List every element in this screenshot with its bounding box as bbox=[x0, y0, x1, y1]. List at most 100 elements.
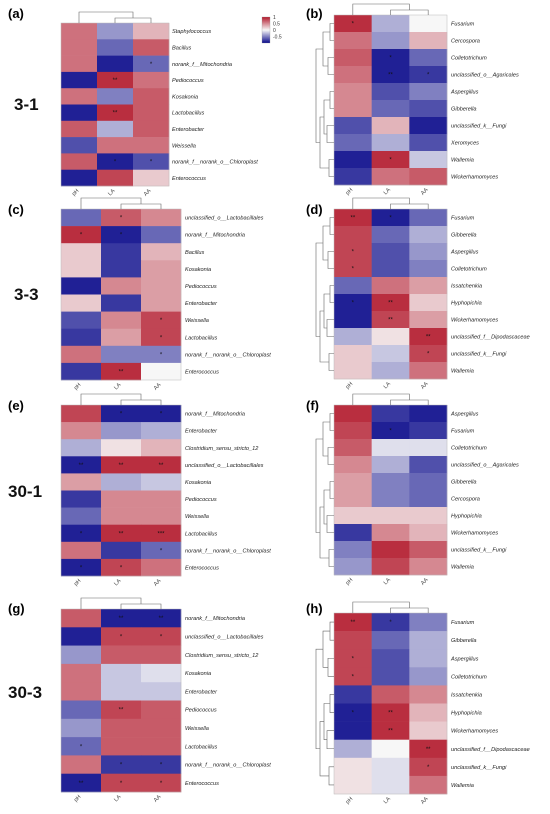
row-dendrogram bbox=[315, 413, 334, 567]
heatmap-cell bbox=[61, 243, 102, 261]
column-label: AA bbox=[153, 794, 163, 804]
panel-letter: (c) bbox=[8, 202, 24, 217]
heatmap-cell bbox=[101, 345, 142, 364]
heatmap-cell bbox=[334, 294, 372, 312]
heatmap-cell bbox=[141, 311, 182, 329]
heatmap-cell bbox=[133, 153, 170, 170]
significance-mark: ** bbox=[119, 369, 124, 375]
heatmap-cell bbox=[133, 39, 170, 56]
heatmap-cell bbox=[141, 226, 182, 244]
heatmap-cell bbox=[97, 137, 134, 154]
heatmap-cell bbox=[97, 153, 134, 170]
row-label: Gibberella bbox=[451, 233, 477, 239]
heatmap-cell bbox=[334, 209, 372, 227]
significance-mark: ** bbox=[388, 318, 393, 324]
heatmap-cell bbox=[101, 524, 142, 543]
row-label: Fusarium bbox=[451, 22, 475, 28]
heatmap-cell bbox=[141, 405, 182, 423]
heatmap-cell bbox=[141, 755, 182, 774]
row-label: Wickerhamomyces bbox=[451, 531, 498, 537]
row-label: Issatchenkia bbox=[451, 692, 482, 698]
heatmap-cell bbox=[409, 49, 448, 67]
panel-letter: (e) bbox=[8, 398, 24, 413]
heatmap-cell bbox=[61, 700, 102, 720]
heatmap-cell bbox=[371, 328, 410, 346]
column-label: AA bbox=[420, 796, 430, 806]
heatmap-cell bbox=[61, 627, 102, 646]
heatmap-cell bbox=[61, 260, 102, 278]
heatmap-cell bbox=[97, 104, 134, 122]
significance-mark: * bbox=[160, 318, 163, 324]
row-label: Wickerhamomyces bbox=[451, 729, 498, 735]
significance-mark: * bbox=[389, 620, 392, 626]
column-label: AA bbox=[153, 578, 163, 588]
heatmap-cell bbox=[334, 151, 372, 169]
heatmap-cell bbox=[97, 169, 134, 187]
row-label: Enterococcus bbox=[185, 565, 219, 571]
row-label: unclassified_o__Lactobacillales bbox=[185, 463, 264, 469]
heatmap-cell bbox=[409, 66, 448, 84]
heatmap-cell bbox=[371, 685, 410, 704]
heatmap-cell bbox=[61, 120, 98, 138]
significance-mark: * bbox=[120, 412, 123, 418]
row-label: Colletotrichum bbox=[451, 446, 487, 452]
row-label: Enterobacter bbox=[185, 301, 218, 307]
heatmap-cell bbox=[371, 757, 410, 777]
heatmap-cell bbox=[334, 456, 372, 474]
heatmap-cell bbox=[409, 739, 448, 759]
heatmap-cell bbox=[334, 226, 372, 244]
column-dendrogram bbox=[352, 3, 429, 15]
heatmap-cell bbox=[61, 311, 102, 329]
heatmap-panel: (a)****** *StaphylococcusBacillusnorank_f… bbox=[8, 6, 258, 198]
row-label: norank_f__Mitochondria bbox=[185, 233, 245, 239]
heatmap-cell bbox=[371, 703, 410, 722]
heatmap-cell bbox=[61, 71, 98, 89]
heatmap-cell bbox=[371, 613, 410, 632]
row-label: Clostridium_sensu_stricto_12 bbox=[185, 653, 259, 659]
heatmap-cell bbox=[334, 473, 372, 491]
heatmap-cell bbox=[409, 613, 448, 632]
significance-mark: * bbox=[160, 634, 163, 640]
heatmap-panel: (f) * Aspergillus Fusarium Colletotrichum unc… bbox=[306, 393, 519, 587]
significance-mark: ** bbox=[388, 729, 393, 735]
heatmap-cell bbox=[141, 718, 182, 738]
row-label: Colletotrichum bbox=[451, 267, 487, 273]
heatmap-cell bbox=[61, 609, 102, 628]
group-label: 3-3 bbox=[14, 285, 39, 304]
heatmap-cell bbox=[133, 71, 170, 89]
heatmap-cell bbox=[101, 773, 142, 793]
heatmap-cell bbox=[61, 524, 102, 543]
heatmap-cell bbox=[371, 32, 410, 50]
heatmap-cell bbox=[61, 362, 102, 381]
heatmap-cell bbox=[409, 277, 448, 295]
heatmap-cell bbox=[334, 277, 372, 295]
column-dendrogram bbox=[78, 11, 152, 23]
heatmap-cell bbox=[371, 260, 410, 278]
row-label: norank_f__Mitochondria bbox=[185, 616, 245, 622]
heatmap-cell bbox=[141, 345, 182, 364]
heatmap-cell bbox=[409, 667, 448, 686]
heatmap-cell bbox=[61, 88, 98, 105]
heatmap-cell bbox=[141, 294, 182, 312]
row-label: Lactobacillus bbox=[185, 335, 218, 341]
heatmap-cell bbox=[61, 104, 98, 122]
column-dendrogram bbox=[352, 601, 429, 613]
significance-mark: * bbox=[352, 674, 355, 680]
heatmap-cell bbox=[141, 439, 182, 457]
significance-mark: ** bbox=[159, 463, 164, 469]
heatmap-cell bbox=[61, 773, 102, 793]
heatmap-cell bbox=[61, 682, 102, 701]
column-label: AA bbox=[420, 381, 430, 391]
significance-mark: *** bbox=[157, 531, 165, 537]
heatmap-cell bbox=[334, 739, 372, 759]
row-label: Kosakonia bbox=[185, 480, 211, 486]
column-label: AA bbox=[420, 187, 430, 197]
column-label: LA bbox=[383, 381, 392, 390]
significance-mark: ** bbox=[350, 216, 355, 222]
heatmap-cell bbox=[334, 260, 372, 278]
column-dendrogram bbox=[80, 597, 162, 609]
row-label: unclassified_f__Dipodascaceae bbox=[451, 335, 530, 341]
heatmap-cell bbox=[409, 243, 448, 261]
heatmap-cell bbox=[371, 524, 410, 542]
